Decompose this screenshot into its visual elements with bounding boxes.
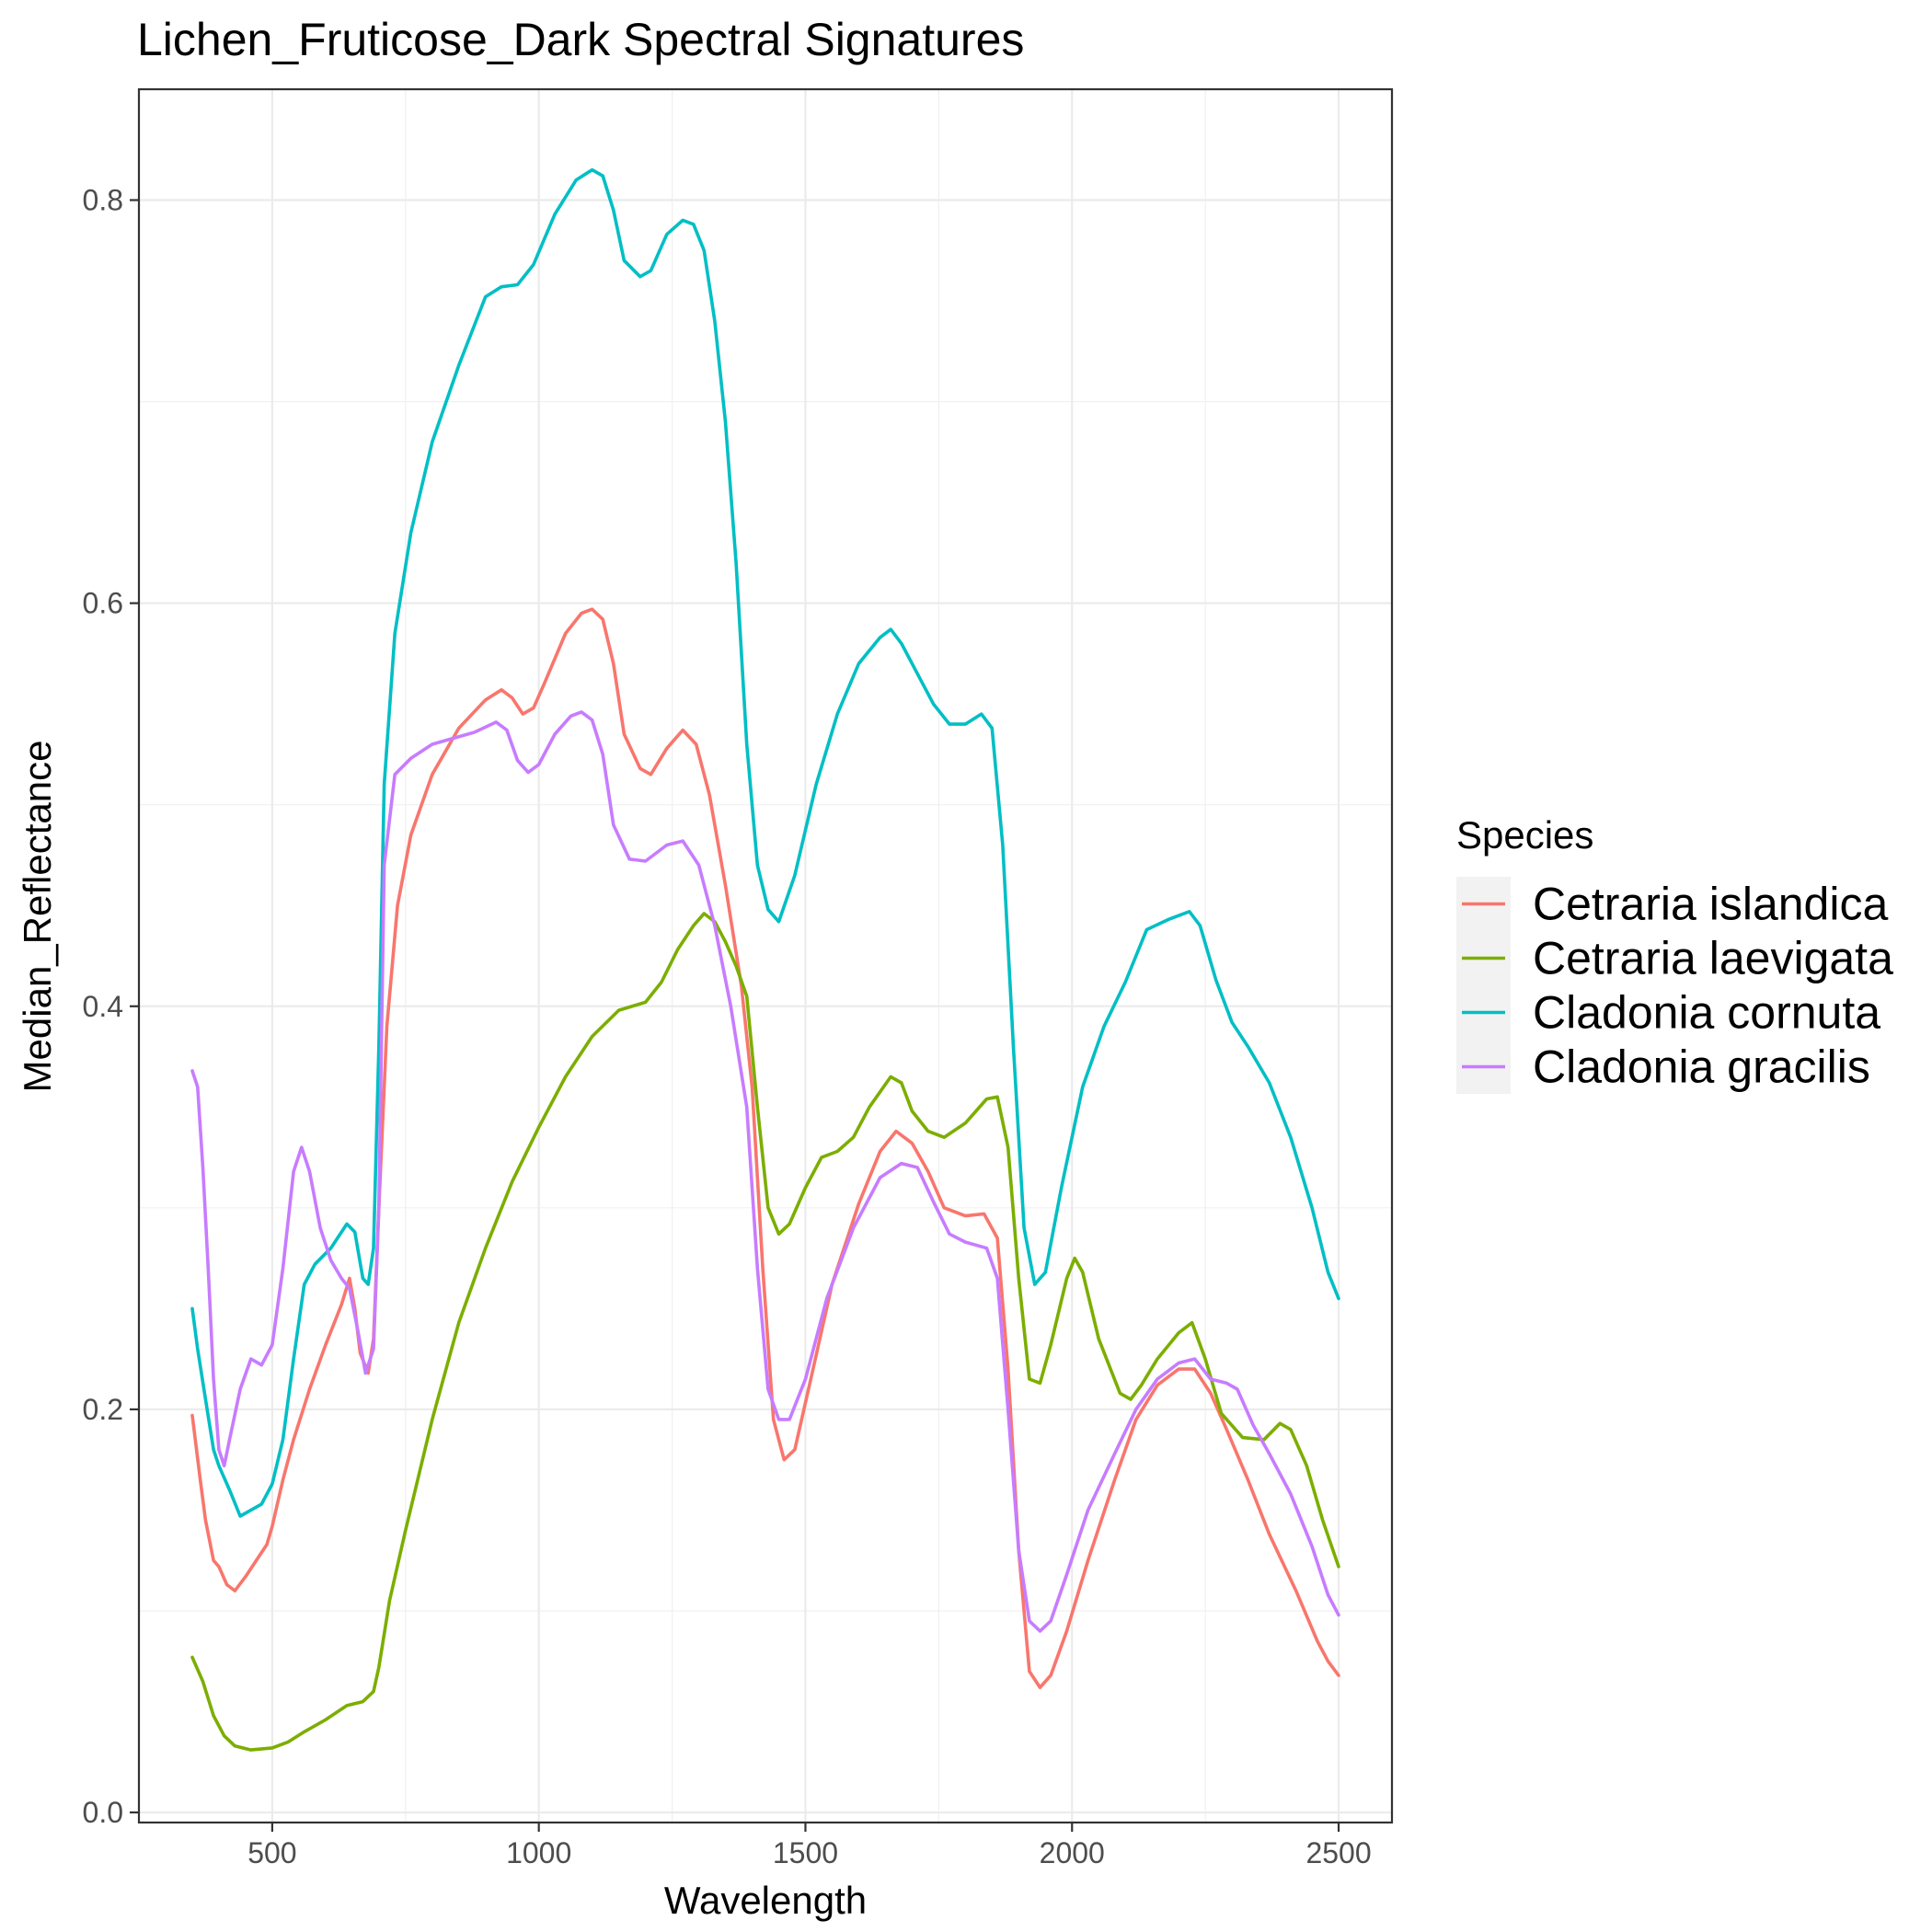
- plot-panel: [139, 89, 1392, 1823]
- y-tick-label: 0.2: [83, 1393, 123, 1426]
- axes: 500 1000 1500 2000 2500 0.0 0.2 0.4 0.6 0.8: [83, 183, 1372, 1869]
- x-tick-label: 1000: [506, 1836, 571, 1869]
- y-tick-label: 0.4: [83, 990, 123, 1023]
- series-line-2: [190, 912, 1340, 1752]
- y-tick-label: 0.0: [83, 1796, 123, 1829]
- legend-label: Cetraria laevigata: [1533, 933, 1893, 984]
- y-axis-title: Median_Reflectance: [16, 741, 59, 1093]
- y-tick-label: 0.8: [83, 183, 123, 216]
- legend-title: Species: [1456, 813, 1593, 857]
- series-line-4: [190, 710, 1340, 1633]
- x-tick-label: 2000: [1040, 1836, 1105, 1869]
- legend-label: Cladonia gracilis: [1533, 1041, 1870, 1093]
- legend-label: Cladonia cornuta: [1533, 987, 1880, 1039]
- series-line-3: [190, 167, 1340, 1518]
- plot-border: [137, 87, 1394, 1824]
- y-tick-label: 0.6: [83, 587, 123, 620]
- x-axis-title: Wavelength: [664, 1879, 867, 1922]
- chart-title: Lichen_Fruticose_Dark Spectral Signature…: [137, 14, 1024, 65]
- x-tick-label: 1500: [773, 1836, 838, 1869]
- x-tick-label: 500: [247, 1836, 296, 1869]
- grid-lines: [139, 89, 1392, 1823]
- x-tick-label: 2500: [1305, 1836, 1371, 1869]
- series-line-1: [190, 607, 1340, 1689]
- series-layer: [190, 167, 1340, 1752]
- legend-label: Cetraria islandica: [1533, 879, 1888, 930]
